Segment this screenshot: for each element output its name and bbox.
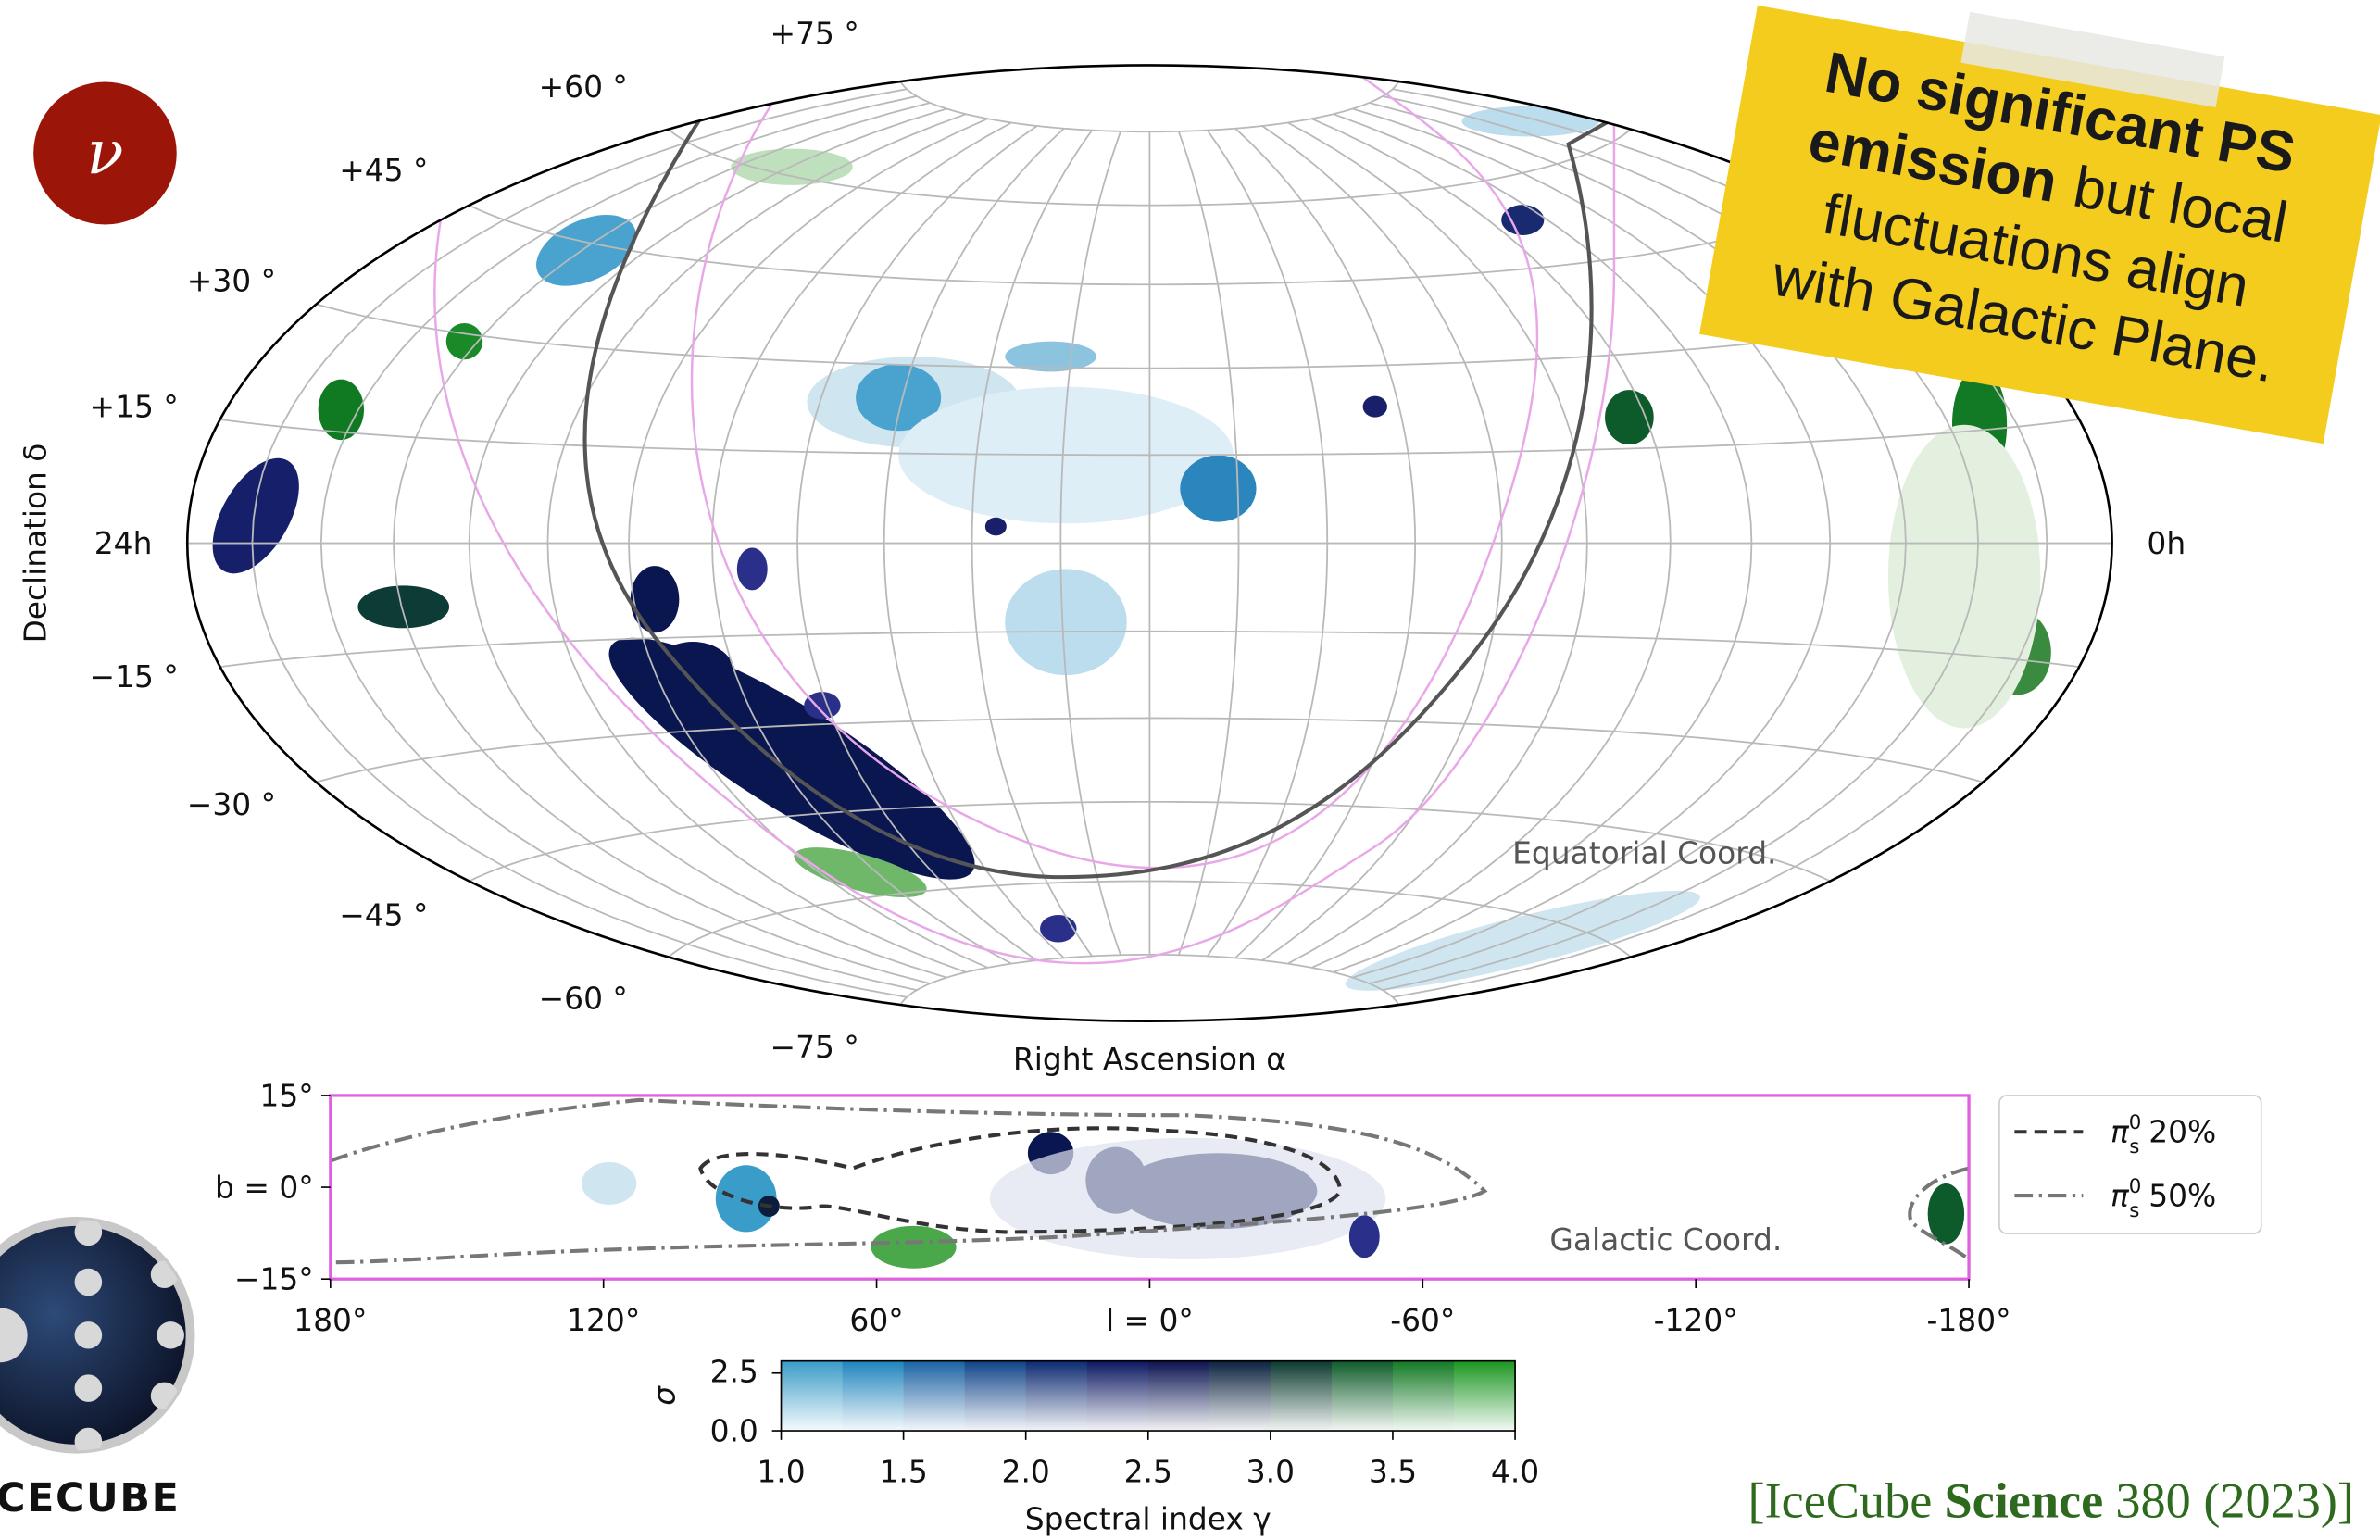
frame-label: Equatorial Coord. <box>1512 835 1776 870</box>
badge-symbol: ν <box>86 118 123 188</box>
figure: ν <box>0 0 2380 1540</box>
dec-label: −60 ° <box>539 982 628 1017</box>
x-axis-title: Right Ascension α <box>1013 1042 1286 1077</box>
legend-sup: 0 <box>2129 1175 2142 1198</box>
x-tick-label: 1.0 <box>757 1455 805 1490</box>
x-tick-label: 60° <box>849 1303 903 1338</box>
logo: ICECUBE <box>0 1217 194 1521</box>
x-tick-label: 2.0 <box>1002 1455 1050 1490</box>
x-tick-label: 1.5 <box>879 1455 927 1490</box>
blob <box>1501 205 1544 235</box>
y-axis-title: Declination δ <box>18 444 53 644</box>
x-tick-label: -180° <box>1927 1303 2011 1338</box>
page: { "badge": "ν", "sky_map": { "dec_labels… <box>0 0 2380 1540</box>
x-tick-label: 3.0 <box>1246 1455 1295 1490</box>
dec-label: −15 ° <box>90 659 179 695</box>
legend-sub: s <box>2129 1199 2139 1222</box>
citation-text: [IceCube <box>1748 1473 1933 1529</box>
dec-label: −45 ° <box>339 897 428 933</box>
blob <box>357 585 449 628</box>
galactic-strip: 180° 120° 60° l = 0° -60° -120° -180° 15° b = 0°… <box>215 1078 2011 1337</box>
citation-text: 380 (2023)] <box>2115 1473 2354 1529</box>
legend-text: 20% <box>2148 1115 2216 1150</box>
x-tick-label: -120° <box>1654 1303 1738 1338</box>
blob <box>1363 396 1387 418</box>
dec-label: +45 ° <box>339 153 428 188</box>
frame-label: Galactic Coord. <box>1549 1222 1782 1258</box>
x-tick-label: 120° <box>567 1303 640 1338</box>
legend-text: 50% <box>2148 1179 2216 1214</box>
colorbar-x-title: Spectral index γ <box>1025 1502 1271 1537</box>
blob <box>990 1138 1386 1259</box>
colorbar-fade <box>782 1361 1516 1431</box>
colorbar: σ 2.5 0.0 Spectral index γ 1.0 1.5 2.0 2.5 3… <box>646 1355 1539 1537</box>
dec-label: −30 ° <box>187 787 276 822</box>
y-tick-label: −15° <box>234 1262 314 1297</box>
x-tick-label: 3.5 <box>1369 1455 1417 1490</box>
blob <box>1928 1183 1964 1245</box>
x-tick-label: l = 0° <box>1106 1303 1194 1338</box>
blob <box>1349 1215 1380 1258</box>
dec-label: +15 ° <box>90 390 179 425</box>
colorbar-y-label: 0.0 <box>710 1414 758 1449</box>
dec-label: −75 ° <box>770 1030 859 1065</box>
blob <box>1040 915 1076 942</box>
colorbar-y-label: 2.5 <box>710 1355 758 1390</box>
blob <box>582 1162 636 1205</box>
x-tick-label: 4.0 <box>1491 1455 1539 1490</box>
blob <box>804 692 840 719</box>
y-tick-label: 15° <box>259 1078 313 1113</box>
legend-symbol: π <box>2111 1179 2130 1214</box>
blob <box>194 444 317 587</box>
blob <box>650 642 735 708</box>
x-tick-label: 180° <box>294 1303 367 1338</box>
blob <box>737 547 768 590</box>
x-tick-label: -60° <box>1390 1303 1455 1338</box>
blob <box>1888 425 2040 729</box>
blob <box>1005 569 1127 675</box>
dec-label: +60 ° <box>539 69 628 105</box>
colorbar-y-title: σ <box>646 1385 682 1406</box>
blob <box>1180 456 1256 522</box>
blob <box>871 1226 957 1269</box>
dec-label: +75 ° <box>770 17 859 52</box>
legend-sub: s <box>2129 1135 2139 1158</box>
legend-symbol: π <box>2111 1115 2130 1150</box>
ra-label: 0h <box>2147 526 2186 561</box>
x-tick-label: 2.5 <box>1124 1455 1172 1490</box>
logo-text: ICECUBE <box>0 1475 180 1521</box>
y-tick-label: b = 0° <box>215 1171 314 1206</box>
blob <box>631 566 680 632</box>
ra-label: 24h <box>94 526 153 561</box>
dec-label: +30 ° <box>187 264 276 299</box>
blob <box>985 518 1007 536</box>
citation-bold: Science <box>1944 1473 2103 1529</box>
legend-sup: 0 <box>2129 1111 2142 1134</box>
